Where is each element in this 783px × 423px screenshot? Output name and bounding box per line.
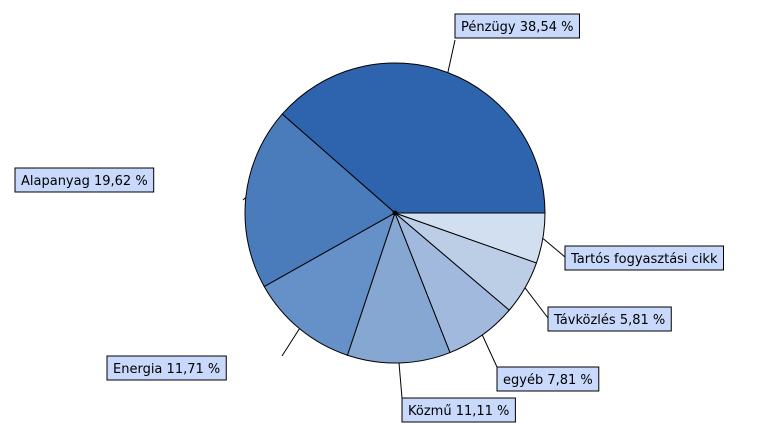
- leader-line: [542, 237, 566, 258]
- label-value: 11,11 %: [456, 404, 510, 419]
- slice-label: Közmű 11,11 %: [408, 404, 509, 419]
- label-name: Távközlés: [553, 313, 616, 328]
- leader-line: [447, 39, 456, 73]
- leader-line: [281, 328, 300, 357]
- label-box: [547, 306, 672, 332]
- label-value: 7,81 %: [547, 373, 592, 388]
- slice-label: Energia 11,71 %: [113, 362, 220, 377]
- label-name: Tartós fogyasztási cikk: [570, 252, 718, 267]
- pie-slice: [394, 212, 546, 264]
- label-box: [401, 397, 516, 423]
- slice-label: Tartós fogyasztási cikk: [570, 252, 718, 267]
- label-name: Közmű: [408, 404, 452, 419]
- label-value: 38,54 %: [520, 20, 574, 35]
- label-box: [564, 245, 724, 271]
- pie-slice: [244, 113, 396, 288]
- slice-label: Távközlés 5,81 %: [553, 313, 665, 328]
- label-box: [454, 13, 580, 39]
- label-name: Energia: [113, 362, 162, 377]
- label-box: [14, 167, 155, 193]
- leader-line: [481, 334, 498, 368]
- pie-slice: [263, 211, 396, 356]
- slice-label: Pénzügy 38,54 %: [461, 20, 573, 35]
- pie-slice: [346, 211, 451, 364]
- label-box: [496, 366, 600, 392]
- label-value: 5,81 %: [620, 313, 665, 328]
- slice-label: Alapanyag 19,62 %: [21, 174, 148, 189]
- label-name: Alapanyag: [21, 174, 90, 189]
- leader-line: [524, 287, 549, 319]
- label-value: 19,62 %: [94, 174, 148, 189]
- leader-line: [398, 362, 403, 399]
- center-dot: [392, 210, 398, 216]
- slice-label: egyéb 7,81 %: [503, 373, 593, 388]
- label-name: egyéb: [503, 373, 543, 388]
- label-value: 11,71 %: [167, 362, 221, 377]
- leader-line: [242, 197, 247, 201]
- label-name: Pénzügy: [461, 20, 516, 35]
- label-box: [106, 355, 227, 381]
